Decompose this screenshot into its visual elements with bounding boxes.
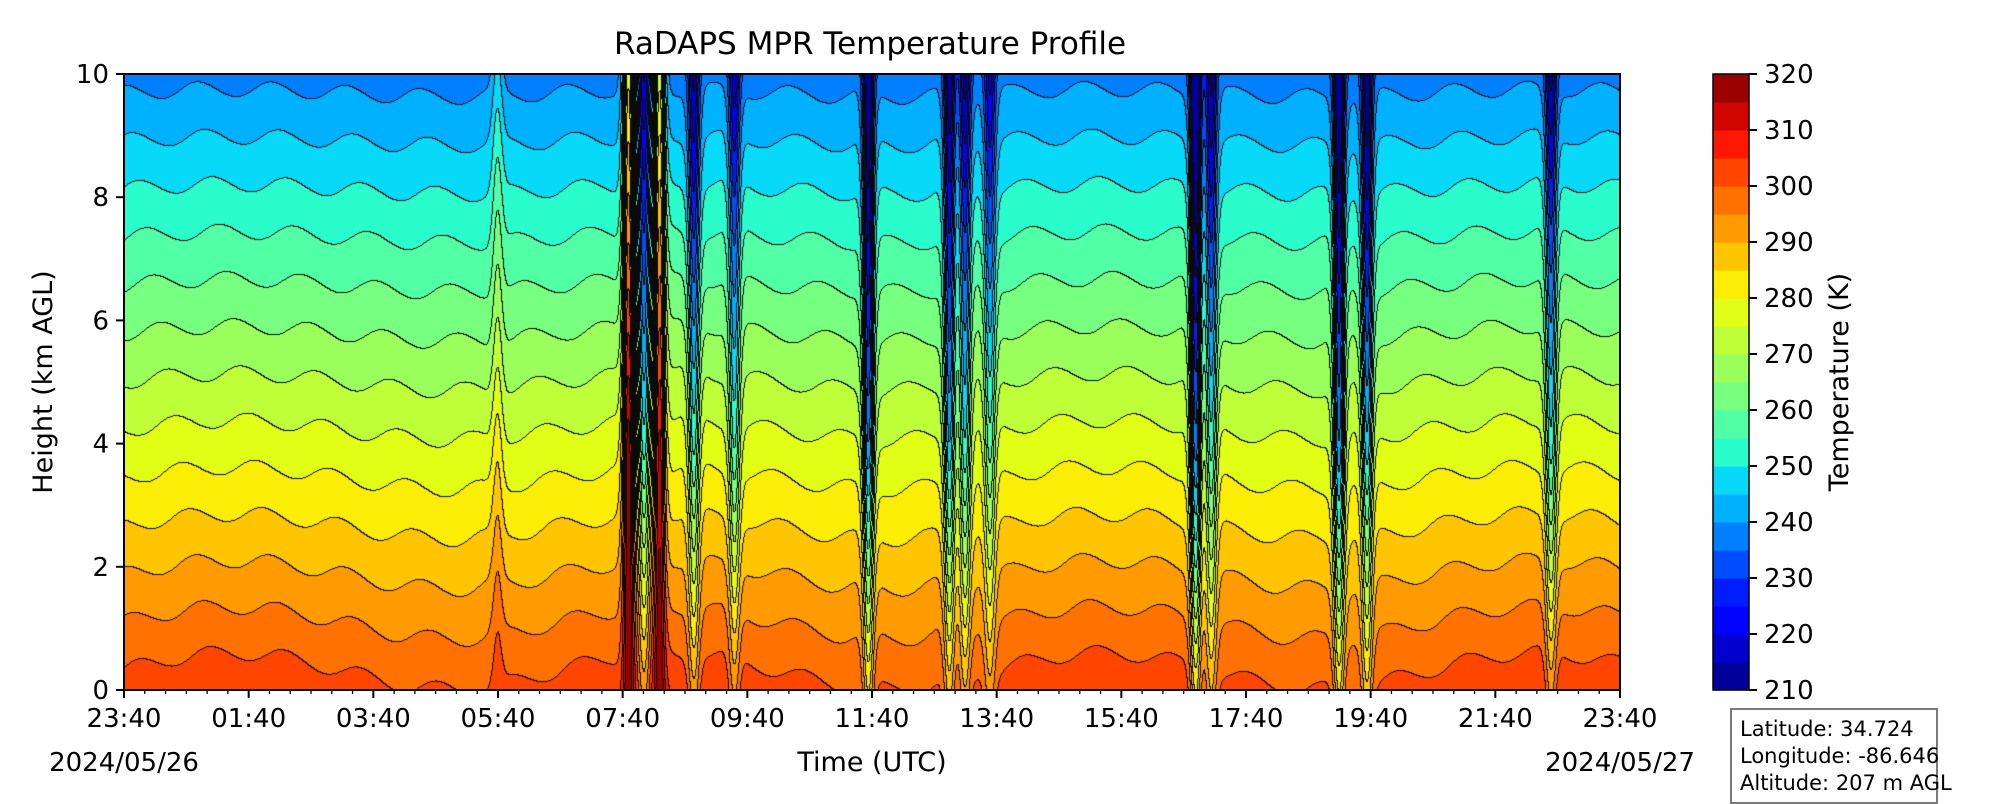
end-date-label: 2024/05/27	[1545, 748, 1695, 778]
colorbar-segment	[1713, 438, 1749, 467]
colorbar-segment	[1713, 270, 1749, 299]
colorbar-segment	[1713, 102, 1749, 131]
x-tick-label: 09:40	[710, 704, 785, 734]
x-tick-label: 07:40	[585, 704, 660, 734]
colorbar-segment	[1713, 130, 1749, 159]
colorbar-frame	[1712, 73, 1750, 691]
station-info-box: Latitude: 34.724 Longitude: -86.646 Alti…	[1730, 708, 1952, 804]
colorbar-segment	[1713, 522, 1749, 551]
y-tick-label: 4	[92, 430, 109, 460]
colorbar-ticks: 210 220 230 240 250 260 270 280 290 300 310 320	[1749, 60, 1814, 706]
longitude-text: Longitude: -86.646	[1740, 744, 1940, 768]
colorbar-tick-label: 240	[1764, 508, 1814, 538]
colorbar-tick-label: 230	[1764, 564, 1814, 594]
colorbar-segment	[1713, 466, 1749, 495]
y-tick-label: 6	[92, 306, 109, 336]
colorbar-segment	[1713, 606, 1749, 635]
colorbar	[1712, 73, 1750, 691]
x-tick-label: 05:40	[461, 704, 536, 734]
x-tick-label: 15:40	[1084, 704, 1159, 734]
colorbar-segment	[1713, 186, 1749, 215]
latitude-text: Latitude: 34.724	[1740, 717, 1914, 741]
y-tick-label: 8	[92, 183, 109, 213]
altitude-text: Altitude: 207 m AGL	[1740, 771, 1952, 795]
colorbar-segment	[1713, 410, 1749, 439]
start-date-label: 2024/05/26	[49, 748, 199, 778]
colorbar-tick-label: 280	[1764, 284, 1814, 314]
colorbar-segment	[1713, 354, 1749, 383]
colorbar-segment	[1713, 158, 1749, 187]
colorbar-segment	[1713, 326, 1749, 355]
colorbar-segment	[1713, 298, 1749, 327]
x-tick-label: 23:40	[1583, 704, 1658, 734]
y-axis: 0 2 4 6 8 10	[76, 60, 124, 706]
colorbar-segment	[1713, 74, 1749, 103]
x-axis-label: Time (UTC)	[796, 747, 946, 778]
colorbar-segment	[1713, 382, 1749, 411]
x-tick-label: 19:40	[1333, 704, 1408, 734]
x-tick-label: 11:40	[835, 704, 910, 734]
plot-area	[124, 74, 1620, 690]
y-tick-label: 0	[92, 676, 109, 706]
x-tick-label: 03:40	[336, 704, 411, 734]
x-axis: 23:40 01:40 03:40 05:40 07:40 09:40 11:40 13:40…	[87, 690, 1658, 734]
colorbar-segment	[1713, 550, 1749, 579]
colorbar-segment	[1713, 634, 1749, 663]
colorbar-tick-label: 310	[1764, 116, 1814, 146]
colorbar-segment	[1713, 494, 1749, 523]
y-tick-label: 2	[92, 553, 109, 583]
colorbar-tick-label: 300	[1764, 172, 1814, 202]
colorbar-segment	[1713, 578, 1749, 607]
x-tick-label: 13:40	[959, 704, 1034, 734]
temperature-contour-field	[124, 74, 1620, 690]
colorbar-label: Temperature (K)	[1824, 273, 1855, 492]
colorbar-tick-label: 210	[1764, 676, 1814, 706]
y-tick-label: 10	[76, 60, 109, 90]
colorbar-tick-label: 220	[1764, 620, 1814, 650]
colorbar-segment	[1713, 214, 1749, 243]
colorbar-tick-label: 290	[1764, 228, 1814, 258]
x-tick-label: 23:40	[87, 704, 162, 734]
chart-title: RaDAPS MPR Temperature Profile	[614, 26, 1126, 62]
colorbar-tick-label: 250	[1764, 452, 1814, 482]
x-tick-label: 21:40	[1458, 704, 1533, 734]
x-tick-label: 01:40	[211, 704, 286, 734]
y-axis-label: Height (km AGL)	[28, 270, 59, 493]
colorbar-tick-label: 270	[1764, 340, 1814, 370]
colorbar-tick-label: 320	[1764, 60, 1814, 90]
colorbar-segment	[1713, 662, 1749, 691]
x-tick-label: 17:40	[1209, 704, 1284, 734]
colorbar-segment	[1713, 242, 1749, 271]
colorbar-tick-label: 260	[1764, 396, 1814, 426]
